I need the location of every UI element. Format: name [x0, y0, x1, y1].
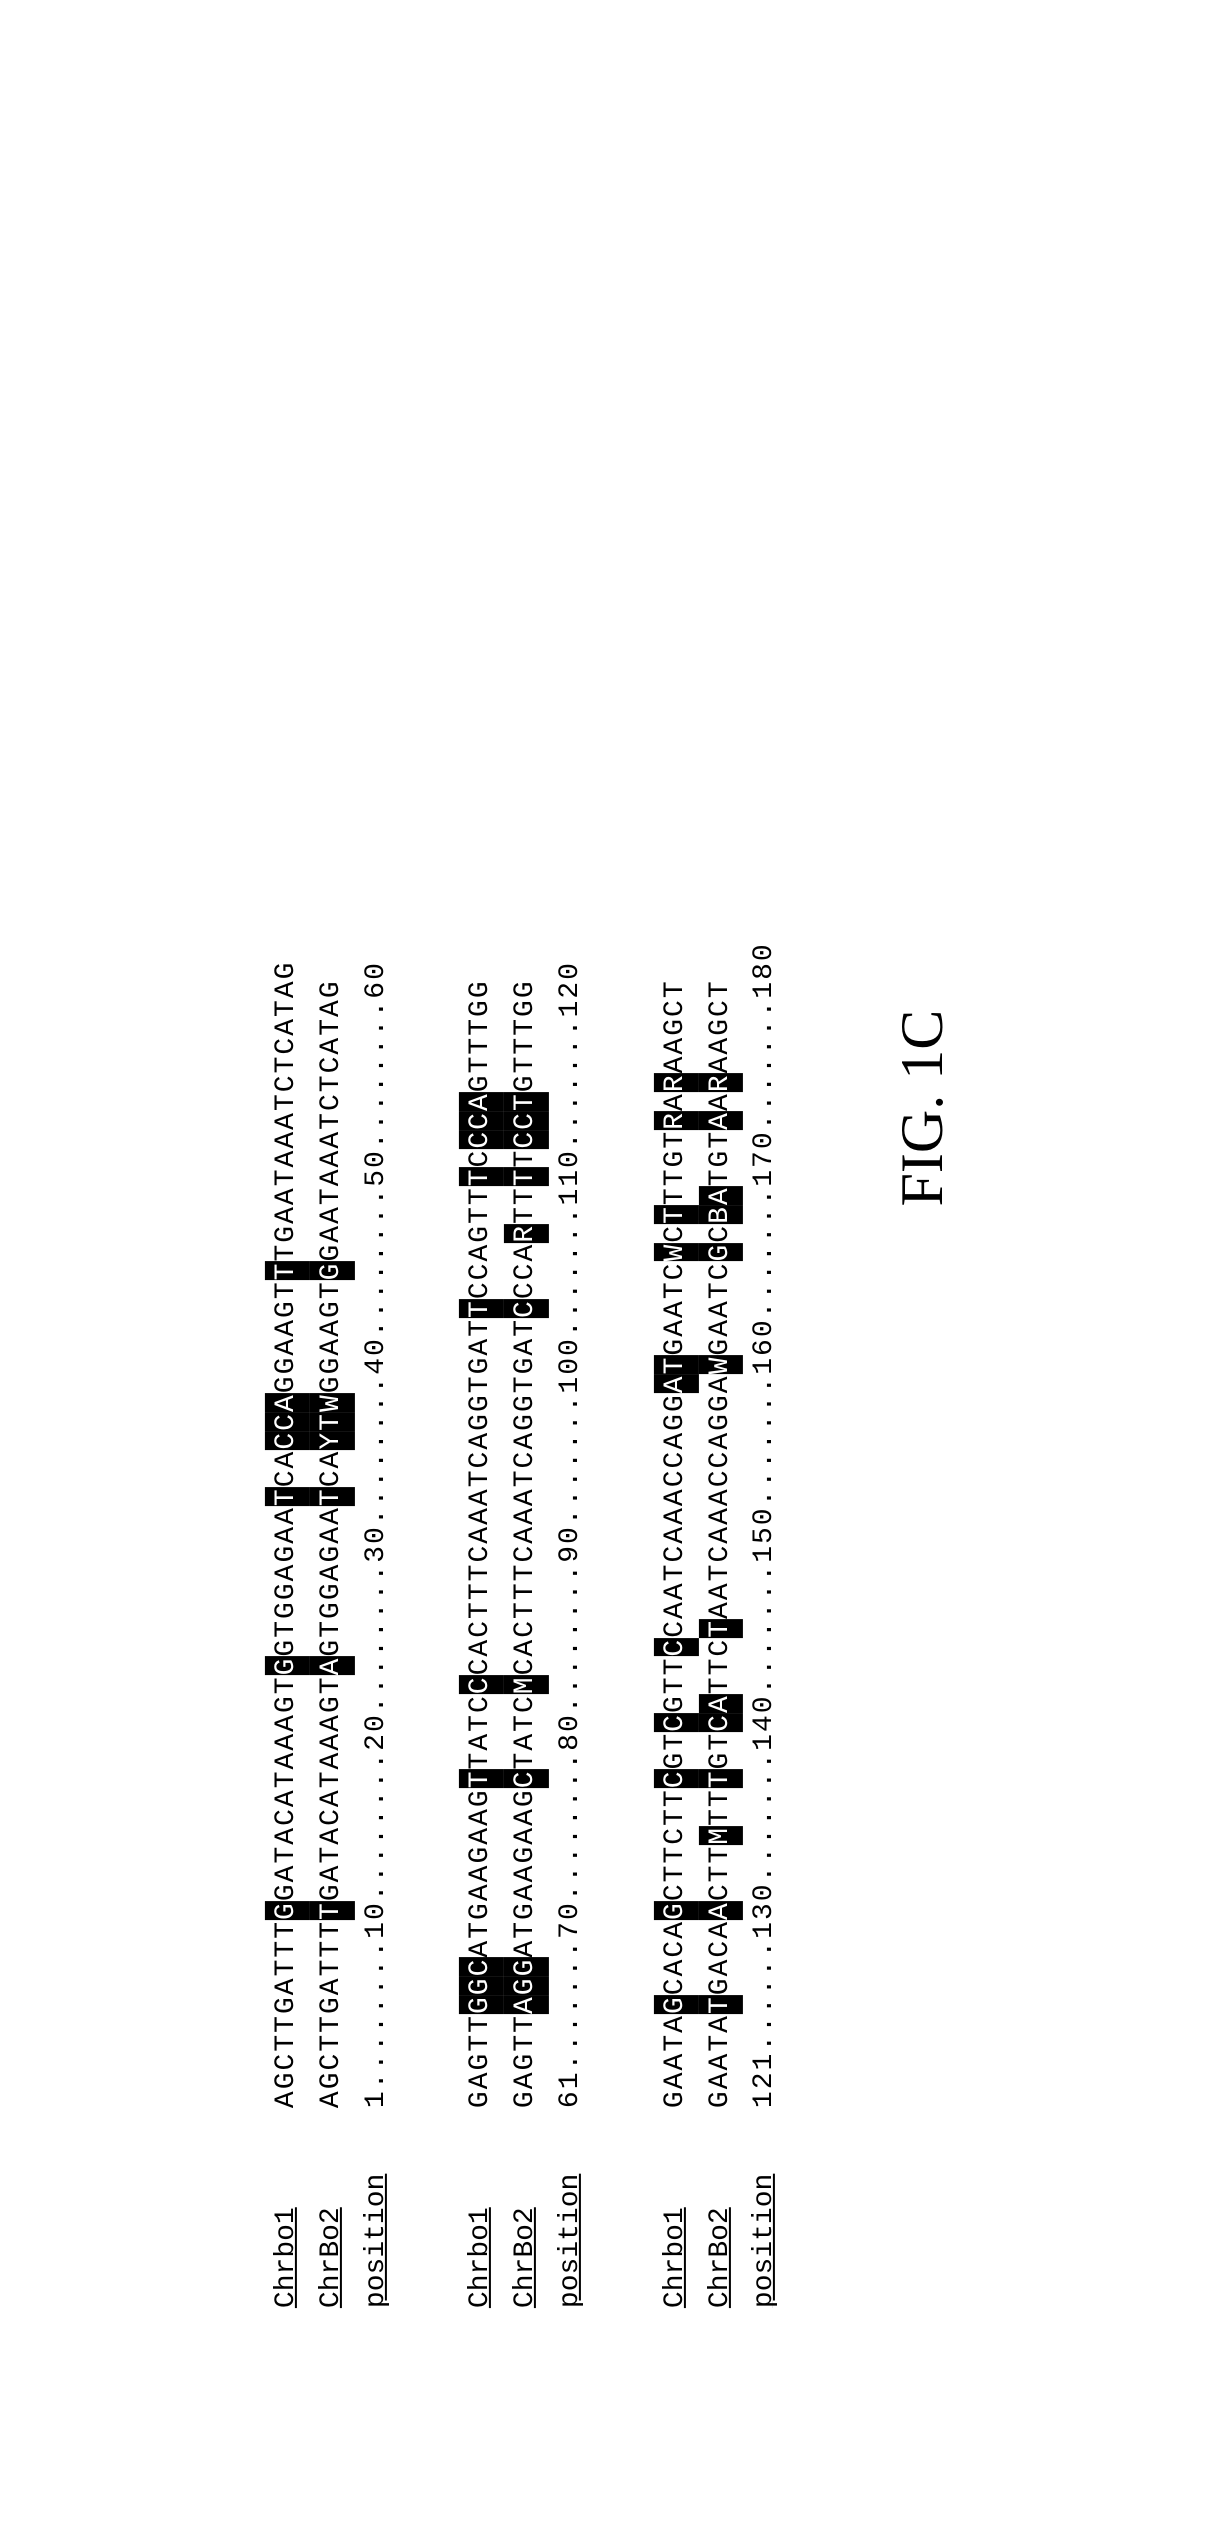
row-label: ChrBo2 [504, 2108, 549, 2308]
row-label: position [549, 2108, 594, 2308]
sequence-row: Chrbo1GAGTTGGCATGAAGAAGTTATCCCACTTTCAAAT… [459, 0, 504, 2308]
sequence-row: Chrbo1AGCTTGATTTGGATACATAAAGTGGTGGAGAATC… [265, 0, 310, 2308]
ruler-text: 121......130.......140.......150.......1… [743, 942, 788, 2108]
alignment-figure: Chrbo1AGCTTGATTTGGATACATAAAGTGGTGGAGAATC… [265, 0, 957, 2308]
sequence-text: GAGTTGGCATGAAGAAGTTATCCCACTTTCAAATCAGGTG… [459, 979, 504, 2108]
alignment-blocks: Chrbo1AGCTTGATTTGGATACATAAAGTGGTGGAGAATC… [265, 0, 788, 2308]
sequence-text: GAATATGACAACTTMTTTGTCATTCTAATCAAACCAGGAW… [698, 979, 743, 2108]
sequence-row: ChrBo2AGCTTGATTTTGATACATAAAGTAGTGGAGAATC… [310, 0, 355, 2308]
sequence-row: ChrBo2GAATATGACAACTTMTTTGTCATTCTAATCAAAC… [698, 0, 743, 2308]
ruler-text: 61.......70........80........90.......10… [549, 961, 594, 2108]
row-label: Chrbo1 [654, 2108, 699, 2308]
ruler-text: 1........10........20........30........4… [355, 961, 400, 2108]
alignment-block: Chrbo1GAGTTGGCATGAAGAAGTTATCCCACTTTCAAAT… [459, 0, 593, 2308]
alignment-block: Chrbo1AGCTTGATTTGGATACATAAAGTGGTGGAGAATC… [265, 0, 399, 2308]
sequence-row: Chrbo1GAATAGCACAGCTTCTTCGTCGTTCCAATCAAAC… [654, 0, 699, 2308]
row-label: ChrBo2 [698, 2108, 743, 2308]
row-label: Chrbo1 [459, 2108, 504, 2308]
sequence-text: GAGTTAGGATGAAGAAGCTATCMCACTTTCAAATCAGGTG… [504, 979, 549, 2108]
row-label: position [743, 2108, 788, 2308]
sequence-text: GAATAGCACAGCTTCTTCGTCGTTCCAATCAAACCAGGAT… [654, 979, 699, 2108]
position-row: position121......130.......140.......150… [743, 0, 788, 2308]
position-row: position61.......70........80........90.… [549, 0, 594, 2308]
figure-caption: FIG. 1C [888, 0, 957, 2308]
position-row: position1........10........20........30.… [355, 0, 400, 2308]
sequence-text: AGCTTGATTTTGATACATAAAGTAGTGGAGAATCAYTWGG… [310, 979, 355, 2108]
alignment-block: Chrbo1GAATAGCACAGCTTCTTCGTCGTTCCAATCAAAC… [654, 0, 788, 2308]
sequence-row: ChrBo2GAGTTAGGATGAAGAAGCTATCMCACTTTCAAAT… [504, 0, 549, 2308]
row-label: Chrbo1 [265, 2108, 310, 2308]
row-label: ChrBo2 [310, 2108, 355, 2308]
row-label: position [355, 2108, 400, 2308]
sequence-text: AGCTTGATTTGGATACATAAAGTGGTGGAGAATCACCAGG… [265, 961, 310, 2109]
